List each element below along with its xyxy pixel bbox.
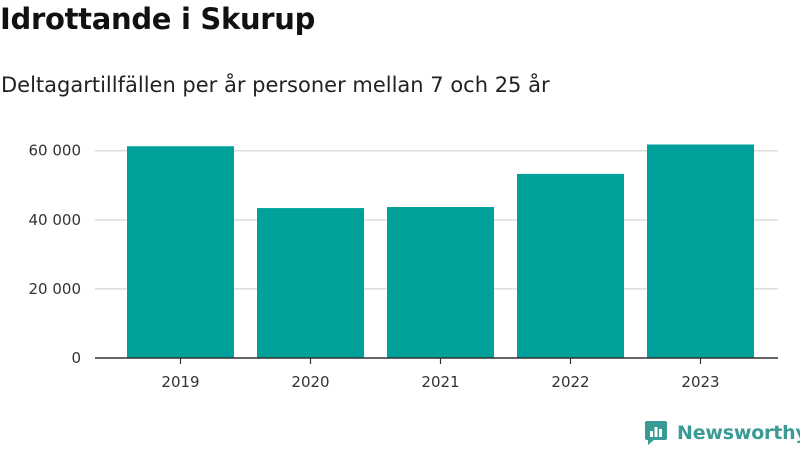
chart-title: Idrottande i Skurup: [0, 2, 316, 36]
brand-logo: Newsworthy: [644, 420, 800, 446]
bar-2023: [647, 144, 754, 358]
chart-subtitle: Deltagartillfällen per år personer mella…: [1, 73, 550, 97]
bar-2022: [517, 173, 624, 358]
x-tick-label: 2022: [551, 373, 589, 391]
y-tick-label: 60 000: [29, 142, 82, 160]
y-tick-label: 0: [71, 349, 81, 367]
bar-2019: [127, 146, 234, 358]
bars: [127, 144, 754, 358]
x-tick-label: 2021: [421, 373, 459, 391]
y-tick-label: 20 000: [29, 280, 82, 298]
bar-2021: [387, 207, 494, 358]
axes: 0 20 000 40 000 60 000 2019 2020 2021 2022 2023: [29, 142, 778, 391]
newsworthy-logo-icon: [645, 421, 667, 445]
x-tick-label: 2020: [291, 373, 329, 391]
x-tick-label: 2023: [681, 373, 719, 391]
y-tick-label: 40 000: [29, 211, 82, 229]
brand-name: Newsworthy: [677, 422, 800, 444]
x-tick-label: 2019: [161, 373, 199, 391]
bar-2020: [257, 208, 364, 358]
